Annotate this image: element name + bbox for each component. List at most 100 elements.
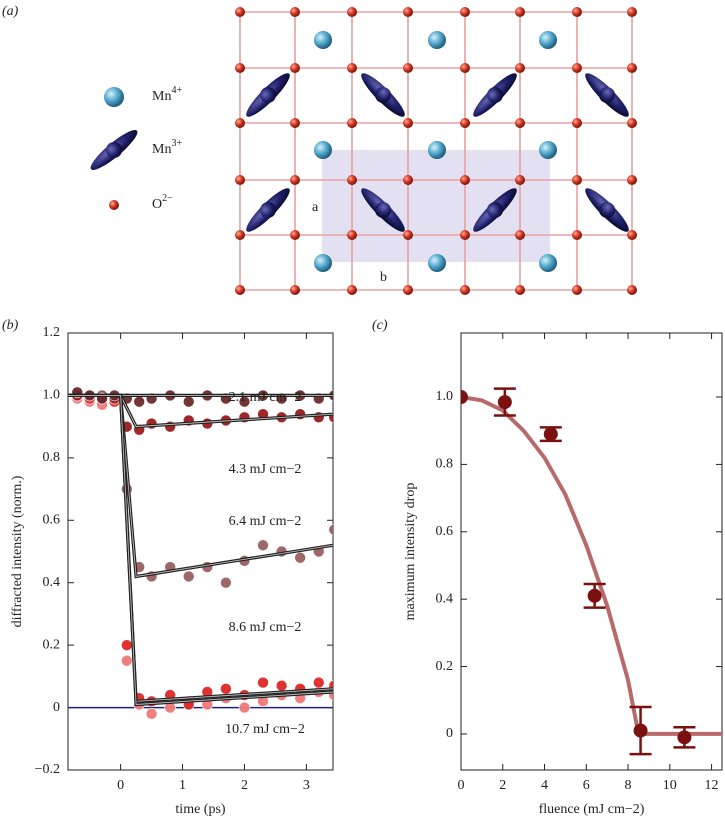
mn4-ion — [539, 254, 557, 272]
o-ion — [627, 230, 637, 240]
plot-area — [461, 387, 722, 756]
fit-curve — [461, 395, 722, 736]
data-point — [677, 730, 692, 745]
o-ion — [235, 63, 245, 73]
o-ion — [235, 7, 245, 17]
ion-symbol: O — [152, 197, 162, 212]
y-tick-label: 1.0 — [436, 389, 454, 404]
o-ion — [515, 7, 525, 17]
o-ion — [290, 118, 300, 128]
o-ion — [460, 230, 470, 240]
ion-core — [260, 87, 276, 103]
o-ion — [235, 118, 245, 128]
plot-area — [68, 386, 333, 720]
o-ion — [347, 7, 357, 17]
fit-line — [68, 393, 333, 707]
data-point — [543, 427, 558, 442]
o-ion — [627, 7, 637, 17]
ion-core — [375, 202, 391, 218]
x-tick-label: 8 — [625, 778, 632, 793]
o-ion — [290, 230, 300, 240]
data-point — [121, 639, 133, 651]
o-ion — [347, 285, 357, 295]
data-point — [275, 679, 288, 692]
o-ion — [290, 175, 300, 185]
o-ion — [515, 230, 525, 240]
ion-core — [487, 87, 503, 103]
x-tick-label: 2 — [499, 778, 506, 793]
o-ion — [460, 175, 470, 185]
o-ion — [460, 118, 470, 128]
lattice-axis-label: a — [312, 200, 319, 215]
x-tick-label: 2 — [241, 778, 248, 793]
panel-label: (a) — [2, 4, 19, 19]
data-point — [497, 395, 512, 410]
data-point — [257, 539, 269, 552]
mn4-ion — [428, 254, 446, 272]
o-ion — [460, 285, 470, 295]
o-ion — [515, 63, 525, 73]
o-ion — [347, 175, 357, 185]
series-annotation: 6.4 mJ cm−2 — [229, 514, 302, 529]
mn4-ion — [104, 87, 124, 107]
o-ion — [109, 200, 119, 210]
data-point — [182, 395, 195, 408]
o-ion — [403, 7, 413, 17]
fit-line-core — [68, 394, 333, 705]
mn3-ion — [585, 188, 629, 232]
data-point — [328, 523, 333, 536]
mn4-ion — [314, 31, 332, 49]
series-annotation: 10.7 mJ cm−2 — [225, 722, 305, 737]
x-tick-label: 10 — [663, 778, 677, 793]
legend-label: Mn3+ — [152, 138, 182, 157]
o-ion — [572, 118, 582, 128]
o-ion — [572, 230, 582, 240]
ion-core — [487, 202, 503, 218]
mn4-ion — [539, 31, 557, 49]
y-tick-label: 0.2 — [436, 659, 454, 674]
o-ion — [403, 230, 413, 240]
fit-line — [68, 393, 333, 703]
x-tick-label: 3 — [303, 778, 310, 793]
o-ion — [403, 285, 413, 295]
o-ion — [347, 230, 357, 240]
mn3-ion — [473, 188, 517, 232]
o-ion — [403, 175, 413, 185]
panel-label: (c) — [372, 318, 388, 333]
o-ion — [403, 118, 413, 128]
plot-frame — [67, 332, 334, 771]
o-ion — [572, 63, 582, 73]
ion-charge: 2− — [162, 193, 173, 204]
diagram-legend: Mn4+ Mn3+ O2− — [90, 85, 182, 212]
mn3-ion — [90, 129, 138, 171]
data-point — [587, 588, 602, 603]
mn4-ion — [428, 141, 446, 159]
data-point — [238, 701, 251, 714]
o-ion — [627, 285, 637, 295]
ion-core — [599, 202, 615, 218]
o-ion — [627, 175, 637, 185]
y-tick-label: 0.4 — [43, 575, 61, 590]
o-ion — [235, 230, 245, 240]
x-axis-label: fluence (mJ cm−2) — [539, 802, 645, 817]
ion-symbol: Mn — [152, 89, 171, 104]
y-tick-label: 1.2 — [43, 325, 61, 340]
x-tick-label: 12 — [705, 778, 719, 793]
ion-charge: 4+ — [171, 85, 182, 96]
o-ion — [235, 175, 245, 185]
x-tick-label: 0 — [458, 778, 465, 793]
o-ion — [290, 63, 300, 73]
mn3-ion — [473, 73, 517, 117]
o-ion — [515, 118, 525, 128]
x-axis-label: time (ps) — [175, 802, 225, 817]
o-ion — [572, 285, 582, 295]
y-tick-label: 1.0 — [43, 388, 61, 403]
ion-charge: 3+ — [171, 138, 182, 149]
o-ion — [572, 175, 582, 185]
data-point — [145, 708, 158, 720]
o-ion — [235, 285, 245, 295]
mn4-ion — [314, 141, 332, 159]
plot-frame — [460, 332, 723, 771]
